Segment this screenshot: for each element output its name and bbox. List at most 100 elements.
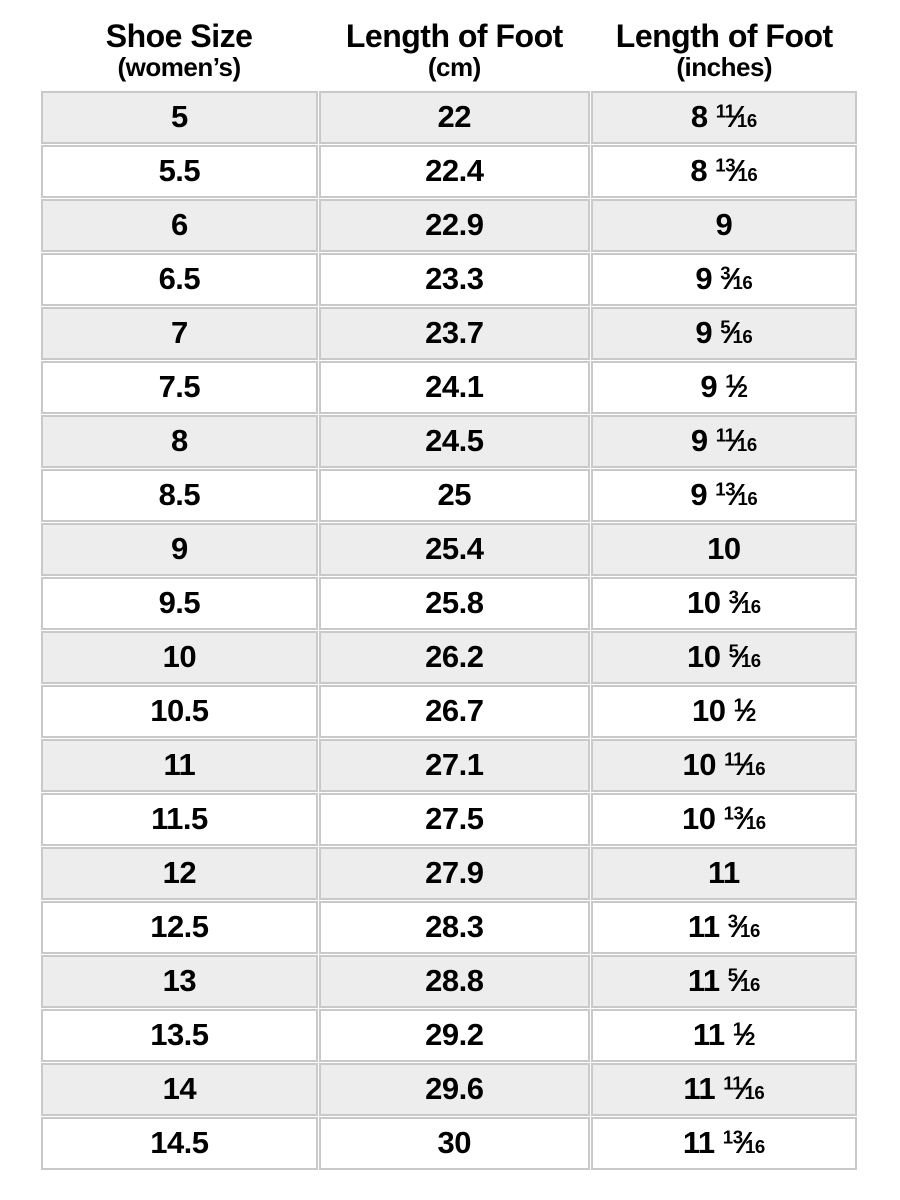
inches-fraction: 1⁄2 [733,693,757,729]
inches-fraction: 11⁄16 [715,423,757,459]
table-row: 6 22.9 9 [41,198,857,252]
header-length-inches-title: Length of Foot [615,18,833,54]
length-cm-cell: 30 [318,1116,590,1170]
shoe-size-cell: 13.5 [41,1008,318,1062]
table-row: 13.5 29.2 11 1⁄2 [41,1008,857,1062]
length-cm-cell: 29.2 [318,1008,590,1062]
length-cm-cell: 22 [318,90,590,144]
length-inches-cell: 11 13⁄16 [590,1116,857,1170]
length-cm-cell: 27.5 [318,792,590,846]
length-cm-cell: 25.8 [318,576,590,630]
shoe-size-cell: 8.5 [41,468,318,522]
shoe-size-cell: 9 [41,522,318,576]
table-row: 8.5 25 9 13⁄16 [41,468,857,522]
length-inches-cell: 10 11⁄16 [590,738,857,792]
length-inches-cell: 8 11⁄16 [590,90,857,144]
length-cm-cell: 25.4 [318,522,590,576]
table-row: 13 28.8 11 5⁄16 [41,954,857,1008]
table-row: 12 27.9 11 [41,846,857,900]
header-length-cm-subtitle: (cm) [427,51,481,82]
inches-fraction: 13⁄16 [722,1125,765,1161]
length-cm-cell: 29.6 [318,1062,590,1116]
length-inches-cell: 11 3⁄16 [590,900,857,954]
header-length-inches-subtitle: (inches) [676,51,773,82]
length-inches-cell: 10 1⁄2 [590,684,857,738]
table-row: 12.5 28.3 11 3⁄16 [41,900,857,954]
inches-fraction: 5⁄16 [727,963,761,999]
inches-fraction: 1⁄2 [732,1017,756,1053]
header-length-cm: Length of Foot (cm) [318,18,590,82]
shoe-size-cell: 12 [41,846,318,900]
length-cm-cell: 27.1 [318,738,590,792]
shoe-size-cell: 14.5 [41,1116,318,1170]
length-inches-cell: 9 11⁄16 [590,414,857,468]
table-row: 6.5 23.3 9 3⁄16 [41,252,857,306]
header-shoe-size: Shoe Size (women’s) [40,18,318,82]
shoe-size-cell: 7 [41,306,318,360]
header-shoe-size-subtitle: (women’s) [117,51,242,82]
length-inches-cell: 10 5⁄16 [590,630,857,684]
length-inches-cell: 11 11⁄16 [590,1062,857,1116]
inches-fraction: 11⁄16 [723,1071,765,1107]
table-row: 14 29.6 11 11⁄16 [41,1062,857,1116]
table-header: Shoe Size (women’s) Length of Foot (cm) … [40,18,858,82]
length-inches-cell: 9 3⁄16 [590,252,857,306]
table-row: 10 26.2 10 5⁄16 [41,630,857,684]
table-row: 10.5 26.7 10 1⁄2 [41,684,857,738]
length-cm-cell: 28.8 [318,954,590,1008]
table-row: 7.5 24.1 9 1⁄2 [41,360,857,414]
shoe-size-cell: 11 [41,738,318,792]
length-inches-cell: 8 13⁄16 [590,144,857,198]
inches-fraction: 11⁄16 [724,747,766,783]
header-shoe-size-title: Shoe Size [105,18,253,54]
inches-fraction: 13⁄16 [715,153,758,189]
inches-fraction: 3⁄16 [728,585,762,621]
length-inches-cell: 10 13⁄16 [590,792,857,846]
inches-fraction: 5⁄16 [720,315,753,351]
inches-fraction: 11⁄16 [715,99,757,135]
shoe-size-cell: 14 [41,1062,318,1116]
length-cm-cell: 27.9 [318,846,590,900]
table-row: 5.5 22.4 8 13⁄16 [41,144,857,198]
shoe-size-cell: 7.5 [41,360,318,414]
length-inches-cell: 11 1⁄2 [590,1008,857,1062]
length-inches-cell: 11 5⁄16 [590,954,857,1008]
table-row: 7 23.7 9 5⁄16 [41,306,857,360]
table-row: 9.5 25.8 10 3⁄16 [41,576,857,630]
length-inches-cell: 9 1⁄2 [590,360,857,414]
length-cm-cell: 22.4 [318,144,590,198]
shoe-size-chart: Shoe Size (women’s) Length of Foot (cm) … [40,0,858,1171]
inches-fraction: 5⁄16 [728,639,762,675]
length-cm-cell: 22.9 [318,198,590,252]
length-inches-cell: 9 13⁄16 [590,468,857,522]
length-cm-cell: 26.2 [318,630,590,684]
header-length-cm-title: Length of Foot [345,18,563,54]
shoe-size-cell: 5.5 [41,144,318,198]
table-row: 8 24.5 9 11⁄16 [41,414,857,468]
length-cm-cell: 25 [318,468,590,522]
shoe-size-cell: 11.5 [41,792,318,846]
shoe-size-cell: 12.5 [41,900,318,954]
length-cm-cell: 23.3 [318,252,590,306]
table-row: 14.5 30 11 13⁄16 [41,1116,857,1170]
length-cm-cell: 24.1 [318,360,590,414]
length-inches-cell: 9 5⁄16 [590,306,857,360]
conversion-table: 5 22 8 11⁄16 5.5 22.4 8 13⁄16 6 22.9 9 6.5 23.3 9 3… [40,90,858,1171]
inches-fraction: 13⁄16 [723,801,766,837]
length-cm-cell: 28.3 [318,900,590,954]
length-inches-cell: 11 [590,846,857,900]
header-length-inches: Length of Foot (inches) [591,18,858,82]
length-cm-cell: 26.7 [318,684,590,738]
table-row: 11 27.1 10 11⁄16 [41,738,857,792]
inches-fraction: 1⁄2 [725,369,748,405]
inches-fraction: 3⁄16 [720,261,753,297]
table-body: 5 22 8 11⁄16 5.5 22.4 8 13⁄16 6 22.9 9 6.5 23.3 9 3… [41,90,857,1170]
shoe-size-cell: 9.5 [41,576,318,630]
inches-fraction: 3⁄16 [727,909,761,945]
shoe-size-cell: 8 [41,414,318,468]
shoe-size-cell: 10 [41,630,318,684]
table-row: 11.5 27.5 10 13⁄16 [41,792,857,846]
shoe-size-cell: 13 [41,954,318,1008]
length-inches-cell: 10 [590,522,857,576]
length-inches-cell: 9 [590,198,857,252]
